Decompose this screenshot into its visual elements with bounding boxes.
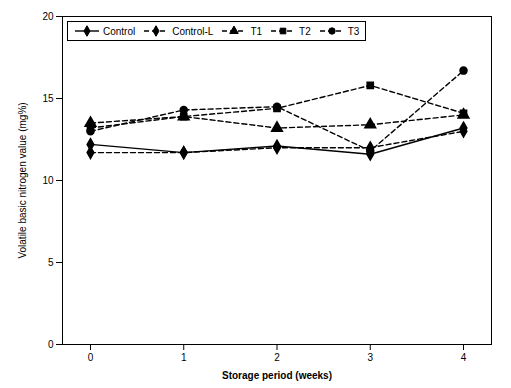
svg-text:Volatile basic nitrogen value: Volatile basic nitrogen value (mg%) <box>17 102 28 258</box>
svg-text:0: 0 <box>88 352 94 363</box>
svg-text:3: 3 <box>367 352 373 363</box>
html-text:Control-L: Control-L <box>172 25 214 37</box>
html-text:T1: T1 <box>250 25 263 37</box>
html-text:T3: T3 <box>347 25 360 37</box>
svg-text:10: 10 <box>42 175 54 186</box>
svg-text:0: 0 <box>48 339 54 350</box>
svg-text:15: 15 <box>42 93 54 104</box>
svg-text:20: 20 <box>42 11 54 22</box>
html-text:Control: Control <box>103 25 136 37</box>
svg-text:Storage period (weeks): Storage period (weeks) <box>222 370 332 381</box>
svg-text:4: 4 <box>461 352 467 363</box>
html-text:T2: T2 <box>299 25 311 37</box>
svg-text:5: 5 <box>48 257 54 268</box>
svg-text:1: 1 <box>181 352 187 363</box>
svg-text:2: 2 <box>274 352 280 363</box>
